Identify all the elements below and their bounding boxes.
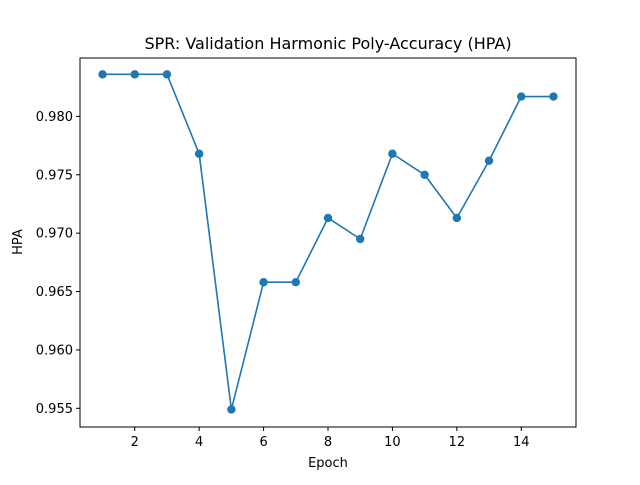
x-tick-label: 2 — [131, 435, 139, 450]
x-tick-label: 10 — [384, 435, 401, 450]
x-tick-label: 4 — [195, 435, 203, 450]
data-point — [291, 278, 300, 287]
data-point — [130, 70, 139, 79]
y-axis-label: HPA — [11, 229, 26, 255]
series-layer — [98, 70, 558, 414]
data-point — [420, 170, 429, 179]
y-tick-label: 0.970 — [36, 227, 73, 242]
y-tick-label: 0.975 — [36, 168, 73, 183]
data-point — [356, 234, 365, 244]
y-axis: 0.955 0.960 0.965 0.970 0.975 0.980 — [36, 110, 80, 417]
data-point — [517, 92, 526, 101]
x-tick-label: 14 — [513, 435, 530, 450]
plot-frame — [79, 57, 577, 428]
y-tick-label: 0.960 — [36, 343, 73, 358]
y-tick-label: 0.965 — [36, 285, 73, 300]
x-axis-label: Epoch — [308, 456, 348, 471]
data-point — [227, 405, 236, 414]
data-point — [259, 278, 268, 287]
x-axis: 2 4 6 8 10 12 14 — [131, 427, 530, 450]
data-point — [549, 92, 558, 101]
data-point — [388, 149, 397, 158]
chart-title: SPR: Validation Harmonic Poly-Accuracy (… — [144, 34, 511, 53]
data-point — [484, 156, 494, 165]
data-point — [162, 70, 172, 79]
series-line — [102, 73, 554, 411]
x-tick-label: 8 — [324, 435, 332, 450]
data-point — [323, 213, 333, 223]
data-point — [98, 70, 107, 79]
x-tick-label: 12 — [449, 435, 466, 450]
data-point — [194, 149, 204, 158]
x-tick-label: 6 — [259, 435, 267, 450]
y-tick-label: 0.955 — [36, 402, 73, 417]
data-point — [452, 213, 462, 223]
y-tick-label: 0.980 — [36, 110, 73, 125]
